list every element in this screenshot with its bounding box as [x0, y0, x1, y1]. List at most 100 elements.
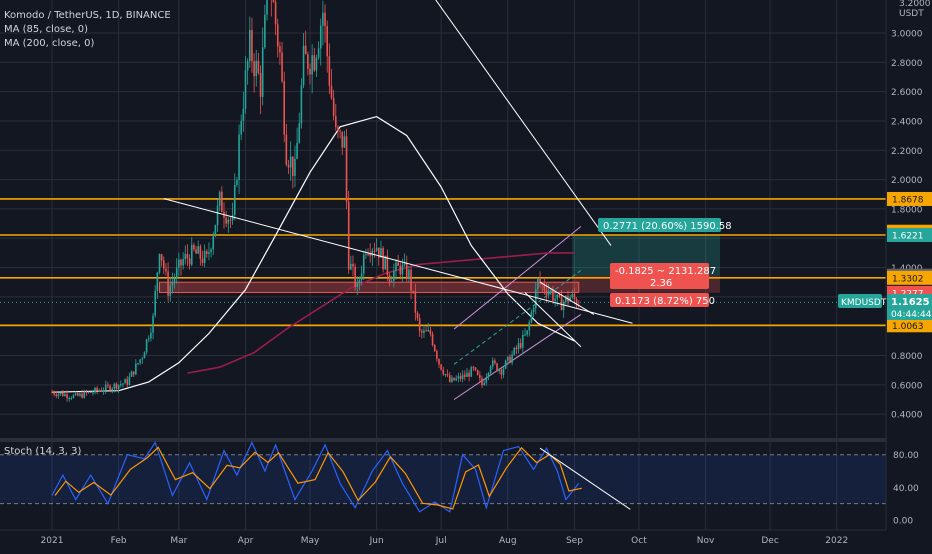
- price-axis[interactable]: [886, 0, 932, 530]
- time-tick-label: Oct: [631, 536, 647, 546]
- horizontal-levels[interactable]: [0, 198, 886, 327]
- trendline: [539, 281, 595, 315]
- candle-body: [190, 244, 193, 265]
- candle-body: [221, 191, 223, 212]
- candle-body: [350, 263, 352, 270]
- candle-body: [210, 249, 212, 253]
- candle-body: [388, 274, 391, 282]
- symbol-tag: KMDUSDT: [841, 298, 887, 308]
- candle-body: [261, 47, 264, 97]
- candle-body: [500, 369, 503, 375]
- candle-body: [483, 382, 485, 386]
- candle-body: [423, 330, 425, 333]
- candle-body: [560, 297, 563, 311]
- level-tag-box: [887, 228, 932, 243]
- candle-body: [137, 363, 139, 365]
- time-tick-label: 2021: [41, 536, 64, 546]
- position-labels[interactable]: 0.2771 (20.60%) 1590.58 -0.1825 ~ 2131.2…: [598, 218, 732, 307]
- candle-body: [279, 46, 281, 53]
- candle-body: [556, 294, 559, 299]
- candle-body: [274, 1, 277, 25]
- candle-body: [203, 251, 206, 263]
- candle-body: [139, 359, 141, 364]
- candle-body: [83, 391, 86, 398]
- time-axis[interactable]: [0, 530, 932, 550]
- level-tag-box: [887, 191, 932, 206]
- candle-body: [165, 268, 167, 272]
- candle-body: [444, 374, 447, 376]
- candle-body: [242, 108, 245, 121]
- candle-body: [393, 270, 395, 281]
- chart-legend[interactable]: Komodo / TetherUS, 1D, BINANCE MA (85, c…: [4, 10, 171, 457]
- candle-body: [491, 360, 494, 367]
- candle-body: [380, 248, 382, 258]
- candle-body: [218, 191, 221, 206]
- candle-body: [51, 392, 53, 394]
- candle-body: [513, 347, 516, 355]
- candle-body: [132, 371, 135, 375]
- candle-body: [89, 391, 92, 393]
- candle-body: [184, 253, 187, 260]
- candle-body: [81, 393, 83, 398]
- candle-body: [515, 347, 518, 350]
- time-axis-ticks: 2021 Feb Mar Apr May Jun Jul Aug Sep Oct Nov Dec 202…: [41, 536, 849, 546]
- candle-body: [173, 278, 176, 282]
- candle-body: [466, 372, 468, 377]
- candle-body: [416, 312, 419, 319]
- candle-body: [251, 29, 253, 62]
- pane-separator[interactable]: [0, 438, 886, 442]
- candle-body: [328, 56, 331, 86]
- candle-body: [57, 394, 60, 396]
- candle-body: [124, 379, 126, 384]
- candle-body: [436, 351, 438, 360]
- position-ratio-loss-label: -0.1825 ~ 2131.287: [615, 266, 716, 277]
- price-tick-label: 0.4000: [891, 411, 923, 421]
- candle-body: [474, 367, 477, 371]
- candle-body: [240, 120, 242, 135]
- candle-body: [408, 269, 410, 279]
- candle-body: [66, 394, 68, 399]
- candle-body: [534, 289, 537, 309]
- candles: [51, 0, 580, 402]
- parallel-channel[interactable]: [453, 226, 582, 400]
- candle-body: [163, 260, 165, 269]
- candle-body: [182, 259, 184, 266]
- candle-body: [496, 363, 498, 371]
- candle-body: [573, 294, 576, 300]
- ma85-line: [51, 115, 575, 393]
- candle-body: [517, 343, 520, 350]
- channel-lower: [453, 314, 582, 400]
- candle-body: [283, 81, 285, 135]
- candle-body: [53, 392, 55, 395]
- price-tick-label: 2.8000: [891, 59, 923, 69]
- stoch-trendline[interactable]: [539, 447, 631, 510]
- candle-body: [285, 134, 288, 165]
- candle-body: [537, 278, 539, 290]
- level-tag-box: [887, 270, 932, 285]
- time-tick-label: 2022: [825, 536, 848, 546]
- candle-body: [541, 283, 543, 285]
- candle-body: [446, 374, 449, 376]
- candle-body: [238, 134, 240, 180]
- candle-body: [281, 52, 283, 82]
- price-tick-label: 0.8000: [891, 352, 923, 362]
- resistance-zone: [159, 281, 580, 293]
- ma200-legend: MA (200, close, 0): [4, 38, 94, 49]
- trendlines[interactable]: [163, 0, 633, 348]
- ma200-line: [187, 252, 575, 374]
- candle-body: [64, 394, 66, 397]
- candle-body: [545, 290, 548, 295]
- time-tick-label: Jun: [369, 536, 384, 546]
- candle-body: [429, 329, 432, 334]
- ma85-legend: MA (85, close, 0): [4, 24, 88, 35]
- candle-body: [459, 376, 462, 379]
- position-profit-label-box: [598, 218, 721, 232]
- candle-body: [412, 290, 414, 292]
- candle-body: [403, 262, 406, 265]
- candle-body: [311, 55, 313, 75]
- candle-body: [543, 284, 546, 291]
- candle-body: [229, 219, 232, 221]
- grid: [0, 0, 886, 530]
